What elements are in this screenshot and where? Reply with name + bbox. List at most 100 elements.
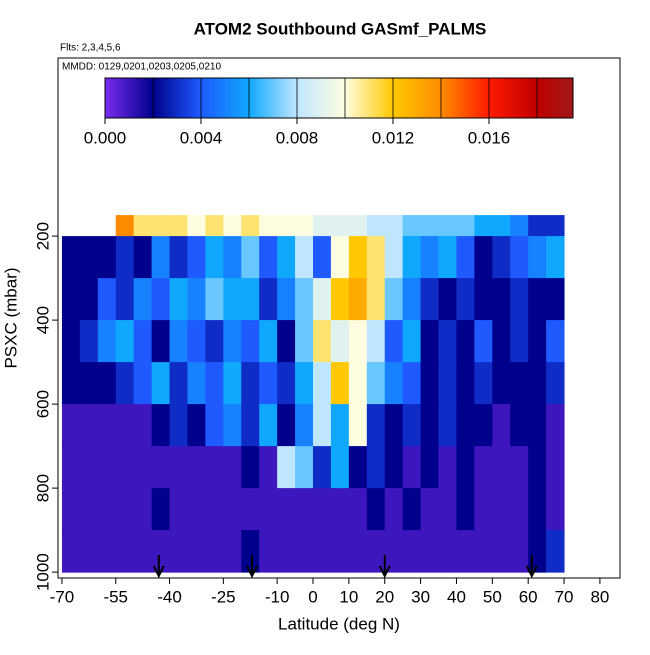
heat-cell bbox=[492, 320, 511, 363]
heat-cell bbox=[259, 446, 278, 489]
heat-cell bbox=[402, 278, 422, 321]
heat-cell bbox=[79, 488, 99, 531]
heat-cell bbox=[151, 362, 171, 405]
heat-cell bbox=[456, 320, 475, 363]
heat-cell bbox=[384, 236, 404, 279]
heat-cell bbox=[133, 236, 153, 279]
heat-cell bbox=[151, 488, 171, 531]
heat-cell bbox=[348, 278, 368, 321]
x-axis-label: Latitude (deg N) bbox=[278, 614, 400, 633]
heat-cell bbox=[151, 215, 171, 237]
heat-cell bbox=[187, 278, 206, 321]
heat-cell bbox=[223, 215, 242, 237]
heat-cell bbox=[151, 404, 171, 447]
x-tick-label: 0 bbox=[308, 587, 317, 606]
heat-cell bbox=[223, 446, 242, 489]
heat-cell bbox=[528, 446, 547, 489]
heat-cell bbox=[241, 446, 260, 489]
heat-cell bbox=[492, 446, 511, 489]
heat-cell bbox=[330, 362, 350, 405]
heat-cell bbox=[259, 362, 278, 405]
heat-cell bbox=[205, 362, 224, 405]
heat-cell bbox=[474, 404, 493, 447]
heat-cell bbox=[510, 404, 529, 447]
heat-cell bbox=[420, 320, 440, 363]
heat-cell bbox=[456, 488, 475, 531]
heat-cell bbox=[115, 362, 135, 405]
heat-cell bbox=[277, 446, 296, 489]
heat-cell bbox=[205, 446, 224, 489]
heat-cell bbox=[133, 404, 153, 447]
heat-cell bbox=[312, 278, 332, 321]
heat-cell bbox=[456, 215, 475, 237]
heat-cell bbox=[492, 278, 511, 321]
x-tick-label: 20 bbox=[375, 587, 394, 606]
heat-cell bbox=[241, 488, 260, 531]
heat-cell bbox=[492, 215, 511, 237]
x-tick-label: 50 bbox=[483, 587, 502, 606]
heat-cell bbox=[223, 362, 242, 405]
heat-cell bbox=[420, 236, 440, 279]
heat-cell bbox=[277, 488, 296, 531]
heat-cell bbox=[348, 320, 368, 363]
heat-cell bbox=[205, 320, 224, 363]
heat-cell bbox=[438, 278, 457, 321]
heat-cell bbox=[295, 215, 314, 237]
heat-cell bbox=[528, 236, 547, 279]
heat-cell bbox=[474, 530, 493, 573]
heat-cell bbox=[223, 278, 242, 321]
heat-cell bbox=[456, 236, 475, 279]
heat-cell bbox=[133, 215, 153, 237]
heat-cell bbox=[187, 404, 206, 447]
heat-cell bbox=[61, 530, 81, 573]
heat-cell bbox=[61, 404, 81, 447]
heat-cell bbox=[474, 320, 493, 363]
heat-cell bbox=[402, 404, 422, 447]
heat-cell bbox=[97, 404, 117, 447]
heat-cell bbox=[97, 530, 117, 573]
annotation: MMDD: 0129,0201,0203,0205,0210 bbox=[62, 62, 221, 73]
heat-cell bbox=[223, 488, 242, 531]
heat-cell bbox=[546, 404, 565, 447]
heat-cell bbox=[223, 236, 242, 279]
heat-cell bbox=[97, 320, 117, 363]
colorbar-tick-label: 0.008 bbox=[276, 128, 319, 147]
heat-cell bbox=[115, 404, 135, 447]
heat-cell bbox=[151, 446, 171, 489]
heat-cell bbox=[402, 215, 422, 237]
heat-cell bbox=[330, 236, 350, 279]
heat-cell bbox=[312, 215, 332, 237]
heat-cell bbox=[366, 236, 386, 279]
heat-cell bbox=[348, 404, 368, 447]
heat-cell bbox=[546, 446, 565, 489]
heat-cell bbox=[169, 278, 188, 321]
heat-cell bbox=[133, 362, 153, 405]
heat-cell bbox=[438, 488, 457, 531]
heat-cell bbox=[169, 404, 188, 447]
colorbar-tick-label: 0.012 bbox=[372, 128, 415, 147]
heat-cell bbox=[348, 488, 368, 531]
heat-cell bbox=[528, 530, 547, 573]
heat-cell bbox=[456, 530, 475, 573]
x-tick-label: 30 bbox=[411, 587, 430, 606]
heat-cell bbox=[474, 446, 493, 489]
heat-cell bbox=[241, 530, 260, 573]
heat-cell bbox=[115, 278, 135, 321]
heat-cell bbox=[348, 362, 368, 405]
heat-cell bbox=[187, 446, 206, 489]
heat-cell bbox=[61, 488, 81, 531]
heat-cell bbox=[295, 362, 314, 405]
heat-cell bbox=[241, 362, 260, 405]
heat-cell bbox=[330, 488, 350, 531]
heat-cell bbox=[402, 236, 422, 279]
heat-cell bbox=[133, 488, 153, 531]
colorbar-tick-label: 0.000 bbox=[84, 128, 127, 147]
heat-cell bbox=[115, 446, 135, 489]
heat-cell bbox=[259, 320, 278, 363]
heat-cell bbox=[438, 446, 457, 489]
heat-cell bbox=[169, 362, 188, 405]
heat-cell bbox=[259, 404, 278, 447]
heat-cell bbox=[187, 215, 206, 237]
heat-cell bbox=[510, 215, 529, 237]
